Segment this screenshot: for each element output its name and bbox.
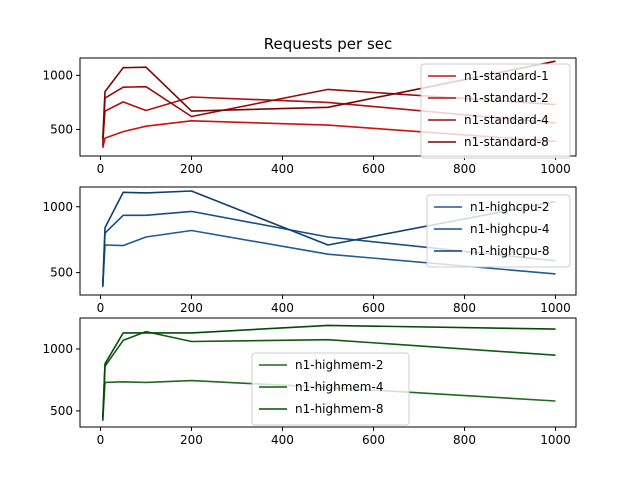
x-tick-label: 0 [97,301,105,315]
y-tick-label: 500 [50,122,73,136]
legend-box [426,194,571,268]
x-tick-label: 800 [453,162,476,176]
series-line-n1-highcpu-8 [102,190,556,285]
legend-label: n1-standard-2 [464,91,549,105]
axes-frame [79,186,577,296]
legend-label: n1-highmem-8 [295,402,383,416]
x-tick-label: 400 [271,301,294,315]
y-tick-label: 1000 [42,200,73,214]
series-lines [102,60,556,149]
y-tick-label: 500 [50,266,73,280]
legend-label: n1-highcpu-2 [470,200,550,214]
series-line-n1-standard-8 [102,60,556,139]
legend-label: n1-standard-8 [464,135,549,149]
x-tick-label: 600 [362,433,385,447]
x-tick-label: 400 [271,162,294,176]
chart-title: Requests per sec [264,35,393,53]
x-tick-label: 600 [362,301,385,315]
legend-label: n1-highmem-2 [295,358,383,372]
legend: n1-standard-1 n1-standard-2 n1-standard-4 n… [420,63,571,159]
x-tick-label: 1000 [540,301,571,315]
legend-box [420,63,571,159]
x-tick-label: 0 [97,433,105,447]
y-tick-label: 1000 [42,68,73,82]
legend-box [251,352,410,426]
x-tick-label: 1000 [540,162,571,176]
legend: n1-highcpu-2 n1-highcpu-4 n1-highcpu-8 [426,194,571,268]
y-tick-label: 1000 [42,342,73,356]
x-tick-label: 800 [453,433,476,447]
x-tick-label: 200 [180,301,203,315]
axes-frame [79,57,577,157]
series-lines [102,190,556,288]
x-tick-label: 200 [180,162,203,176]
x-tick-label: 200 [180,433,203,447]
x-tick-label: 600 [362,162,385,176]
axes-frame [79,317,577,428]
x-tick-label: 1000 [540,433,571,447]
x-tick-label: 800 [453,301,476,315]
series-line-n1-standard-1 [102,120,556,149]
x-tick-label: 0 [97,162,105,176]
legend: n1-highmem-2 n1-highmem-4 n1-highmem-8 [251,352,410,426]
legend-label: n1-standard-1 [464,69,549,83]
legend-label: n1-highmem-4 [295,380,383,394]
series-line-n1-highmem-8 [102,324,556,418]
legend-label: n1-highcpu-4 [470,222,550,236]
subplot-3: 0 200 400 600 800 10005001000n1-highmem-2n1-h… [42,317,577,447]
x-tick-label: 400 [271,433,294,447]
legend-label: n1-standard-4 [464,113,549,127]
y-tick-label: 500 [50,404,73,418]
legend-label: n1-highcpu-8 [470,244,550,258]
